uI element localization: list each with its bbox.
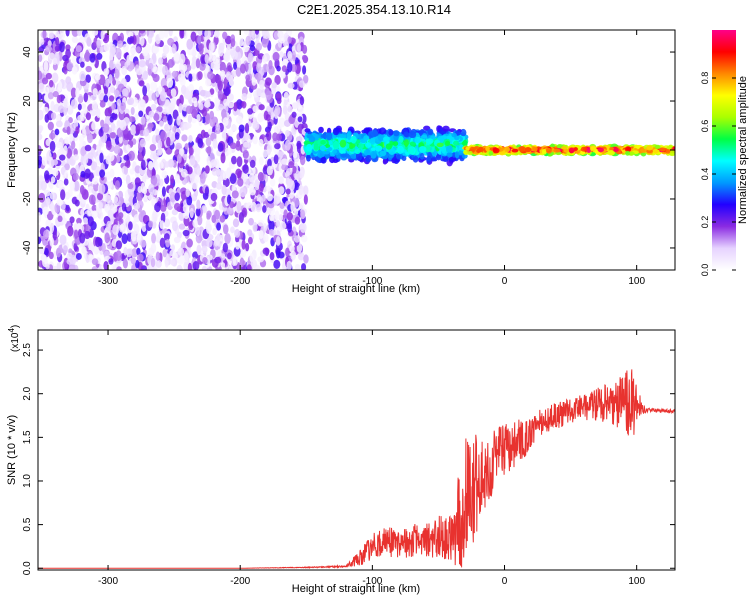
heatmap-ytick-label: 40 — [22, 46, 33, 58]
snr-multiplier: (x104) — [7, 325, 21, 352]
snr-frame — [37, 329, 676, 571]
colorbar-bar — [712, 30, 736, 270]
snr-ytick-label: 2.0 — [22, 386, 33, 400]
snr-series-line — [38, 369, 675, 569]
colorbar-tick-label: 0.8 — [700, 72, 710, 85]
snr-xtick-label: -100 — [362, 576, 382, 587]
snr-xtick-label: -300 — [98, 576, 118, 587]
colorbar-ticks: 0.0 0.2 0.4 0.6 0.8 — [700, 72, 736, 277]
heatmap-ylabel: Frequency (Hz) — [6, 112, 18, 188]
heatmap-region-2 — [462, 143, 675, 157]
heatmap-xtick-label: -100 — [362, 276, 382, 287]
heatmap-region-0 — [38, 30, 309, 270]
snr-ytick-label: 1.5 — [22, 430, 33, 444]
heatmap-ytick-label: 20 — [22, 95, 33, 107]
heatmap-xtick-label: 0 — [502, 276, 508, 287]
snr-ytick-label: 0.0 — [22, 561, 33, 575]
snr-ytick-label: 0.5 — [22, 517, 33, 531]
colorbar-label: Normalized spectral amplitude — [737, 76, 749, 224]
figure-title: C2E1.2025.354.13.10.R14 — [297, 2, 451, 17]
colorbar-tick-label: 0.2 — [700, 216, 710, 229]
colorbar: 0.0 0.2 0.4 0.6 0.8 Normalized spectral ampl… — [700, 30, 749, 276]
heatmap-cells — [38, 30, 675, 270]
snr-ytick-label: 2.5 — [22, 343, 33, 357]
snr-panel: -300 -200 -100 0 100 0.0 0.5 1.0 1.5 2.0 2.5 Heigh… — [6, 325, 676, 595]
snr-xtick-label: -200 — [230, 576, 250, 587]
heatmap-xtick-label: -200 — [230, 276, 250, 287]
snr-ytick-label: 1.0 — [22, 474, 33, 488]
colorbar-tick-label: 0.4 — [700, 168, 710, 181]
snr-xlabel: Height of straight line (km) — [292, 583, 420, 595]
heatmap-region-1 — [303, 125, 469, 167]
heatmap-ytick-label: -40 — [22, 240, 33, 255]
heatmap-ytick-label: 0 — [22, 147, 33, 153]
snr-ylabel: SNR (10 * v/v) — [6, 415, 18, 485]
snr-ticks: -300 -200 -100 0 100 0.0 0.5 1.0 1.5 2.0 2.5 — [22, 330, 675, 587]
colorbar-tick-label: 0.0 — [700, 264, 710, 277]
heatmap-ytick-label: -20 — [22, 191, 33, 206]
heatmap-xtick-label: -300 — [98, 276, 118, 287]
colorbar-tick-label: 0.6 — [700, 120, 710, 133]
heatmap-xlabel: Height of straight line (km) — [292, 283, 420, 295]
heatmap-xtick-label: 100 — [628, 276, 645, 287]
snr-xtick-label: 100 — [628, 576, 645, 587]
snr-xtick-label: 0 — [502, 576, 508, 587]
